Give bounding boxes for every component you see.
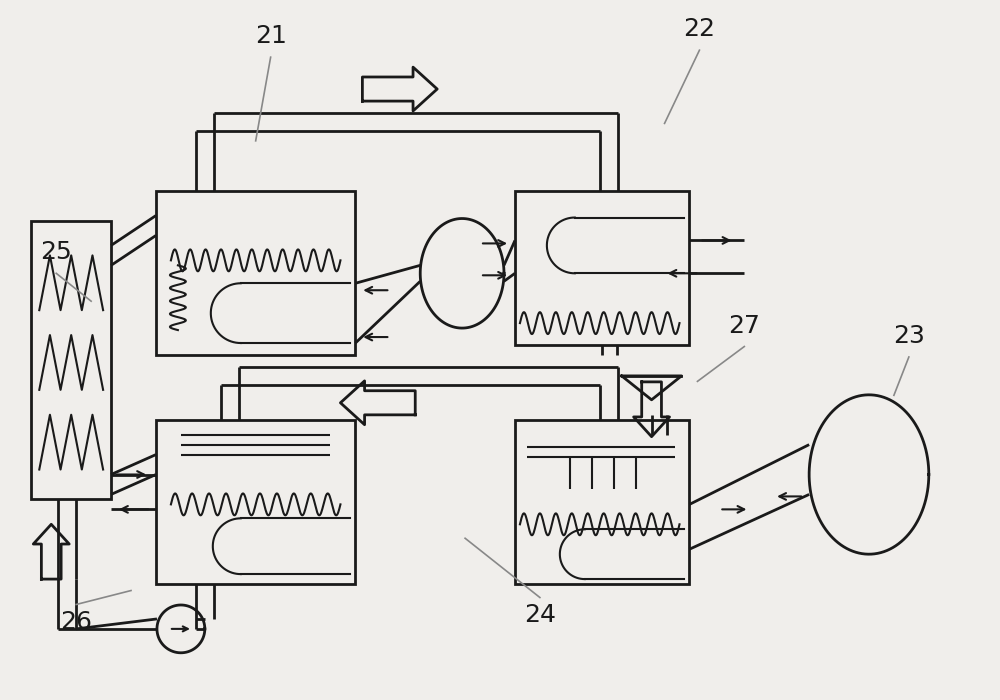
Text: 22: 22 — [683, 18, 715, 41]
Text: 27: 27 — [728, 314, 760, 337]
Bar — [515, 420, 689, 584]
Bar — [515, 190, 689, 345]
Text: 21: 21 — [255, 25, 287, 48]
Text: 25: 25 — [40, 240, 72, 265]
Text: 24: 24 — [524, 603, 556, 627]
Text: 26: 26 — [60, 610, 92, 634]
Bar — [156, 190, 355, 355]
Text: 23: 23 — [893, 324, 925, 348]
Bar — [31, 220, 111, 499]
Bar — [156, 420, 355, 584]
